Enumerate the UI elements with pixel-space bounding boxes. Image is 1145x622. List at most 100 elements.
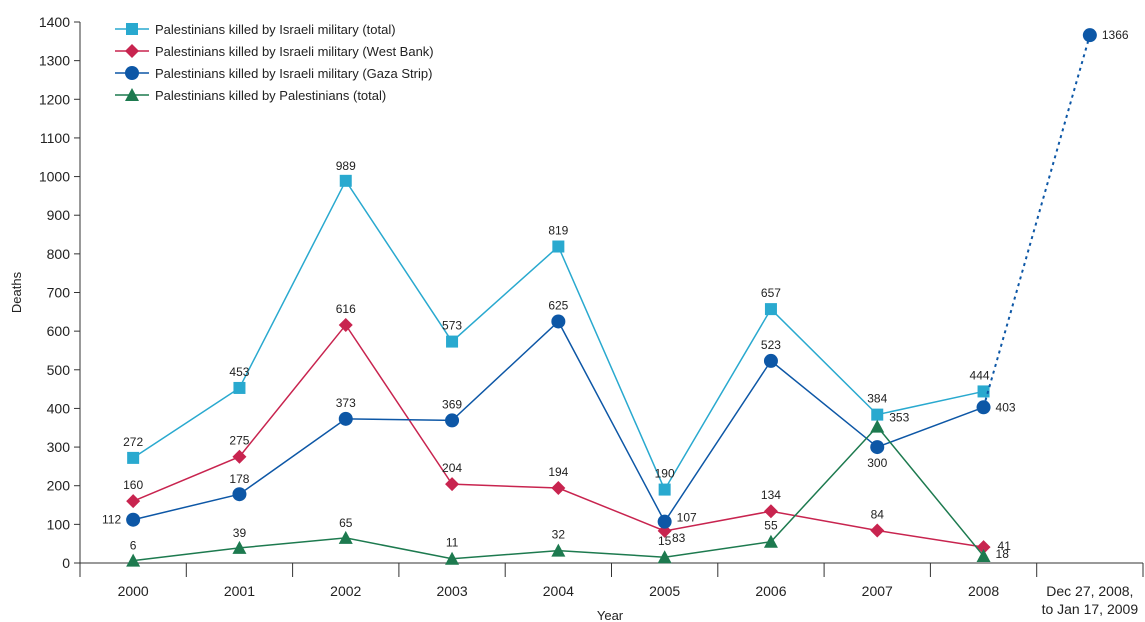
data-label: 39 xyxy=(233,526,247,540)
data-point xyxy=(339,412,353,426)
data-point xyxy=(126,513,140,527)
data-point xyxy=(764,354,778,368)
data-label: 523 xyxy=(761,338,781,352)
data-label: 84 xyxy=(871,508,885,522)
data-label: 107 xyxy=(677,511,697,525)
data-label: 15 xyxy=(658,534,672,548)
data-point xyxy=(658,515,672,529)
data-point xyxy=(870,420,884,433)
data-point xyxy=(232,487,246,501)
y-tick-label: 200 xyxy=(47,478,71,494)
series-2 xyxy=(126,318,990,554)
data-label: 275 xyxy=(229,434,249,448)
legend-marker xyxy=(126,23,138,35)
data-point xyxy=(339,531,353,544)
data-label: 453 xyxy=(229,365,249,379)
data-label: 384 xyxy=(867,392,887,406)
legend-marker xyxy=(125,44,139,58)
y-tick-label: 1100 xyxy=(40,130,70,146)
x-tick-label: 2001 xyxy=(224,583,255,599)
data-label: 625 xyxy=(548,298,568,312)
x-tick-label: 2003 xyxy=(436,583,467,599)
legend-item: Palestinians killed by Israeli military … xyxy=(115,66,432,81)
x-tick-label: 2004 xyxy=(543,583,574,599)
data-label: 300 xyxy=(867,456,887,470)
y-tick-label: 800 xyxy=(47,246,71,262)
data-label: 194 xyxy=(548,465,568,479)
legend-marker xyxy=(125,66,139,80)
data-point xyxy=(552,241,564,253)
data-label: 134 xyxy=(761,488,781,502)
data-label: 178 xyxy=(229,472,249,486)
legend-item: Palestinians killed by Palestinians (tot… xyxy=(115,88,386,103)
y-tick-label: 1300 xyxy=(39,53,70,69)
y-tick-label: 1400 xyxy=(39,14,70,30)
data-label: 1366 xyxy=(1102,28,1129,42)
data-label: 369 xyxy=(442,397,462,411)
data-point xyxy=(233,382,245,394)
y-tick-label: 300 xyxy=(47,439,71,455)
series-dotted-line xyxy=(984,35,1090,407)
x-tick-label: 2007 xyxy=(862,583,893,599)
data-label: 204 xyxy=(442,461,462,475)
y-tick-label: 500 xyxy=(47,362,71,378)
legend: Palestinians killed by Israeli military … xyxy=(115,22,434,103)
data-point xyxy=(551,544,565,557)
data-label: 32 xyxy=(552,528,566,542)
data-labels-layer: 272 453 989 573 819 190 657 384 444 160 275 616 204 1… xyxy=(102,28,1129,561)
series-line xyxy=(133,325,983,547)
data-label: 819 xyxy=(548,224,568,238)
x-tick-label: 2000 xyxy=(118,583,149,599)
data-label: 160 xyxy=(123,478,143,492)
axes: 0 100 200 300 400 500 600 700 800 900 1000 1100 1200… xyxy=(39,14,1143,617)
y-tick-label: 700 xyxy=(47,285,71,301)
data-point xyxy=(977,400,991,414)
data-point xyxy=(340,175,352,187)
x-tick-label: 2008 xyxy=(968,583,999,599)
legend-label: Palestinians killed by Palestinians (tot… xyxy=(155,88,386,103)
data-point xyxy=(764,504,778,518)
data-label: 6 xyxy=(130,539,137,553)
data-label: 616 xyxy=(336,302,356,316)
y-tick-label: 1000 xyxy=(39,169,70,185)
data-point xyxy=(659,484,671,496)
data-label: 353 xyxy=(889,411,909,425)
data-label: 989 xyxy=(336,159,356,173)
x-tick-label: 2002 xyxy=(330,583,361,599)
data-point xyxy=(446,336,458,348)
data-label: 573 xyxy=(442,319,462,333)
series-layer xyxy=(126,28,1097,567)
x-axis-title: Year xyxy=(597,608,624,622)
y-tick-label: 900 xyxy=(47,207,71,223)
y-tick-label: 100 xyxy=(47,516,71,532)
legend-label: Palestinians killed by Israeli military … xyxy=(155,44,434,59)
data-point xyxy=(870,440,884,454)
data-point xyxy=(765,303,777,315)
y-tick-label: 600 xyxy=(47,323,71,339)
data-label: 18 xyxy=(996,547,1010,561)
y-tick-label: 400 xyxy=(47,400,71,416)
data-point xyxy=(1083,28,1097,42)
data-point xyxy=(871,409,883,421)
data-point xyxy=(127,452,139,464)
legend-item: Palestinians killed by Israeli military … xyxy=(115,22,396,37)
y-axis-title: Deaths xyxy=(9,271,24,313)
data-label: 373 xyxy=(336,396,356,410)
legend-label: Palestinians killed by Israeli military … xyxy=(155,22,396,37)
data-label: 444 xyxy=(970,368,990,382)
data-point xyxy=(126,494,140,508)
legend-label: Palestinians killed by Israeli military … xyxy=(155,66,432,81)
data-label: 657 xyxy=(761,286,781,300)
legend-item: Palestinians killed by Israeli military … xyxy=(115,44,434,59)
y-tick-label: 1200 xyxy=(39,91,70,107)
data-label: 65 xyxy=(339,516,353,530)
data-point xyxy=(870,524,884,538)
data-point xyxy=(445,413,459,427)
x-tick-label: 2006 xyxy=(755,583,786,599)
data-label: 403 xyxy=(996,400,1016,414)
data-label: 272 xyxy=(123,435,143,449)
series-3 xyxy=(126,28,1097,529)
x-tick-label: Dec 27, 2008, to Jan 17, 2009 xyxy=(1042,583,1139,617)
data-label: 112 xyxy=(102,513,121,527)
